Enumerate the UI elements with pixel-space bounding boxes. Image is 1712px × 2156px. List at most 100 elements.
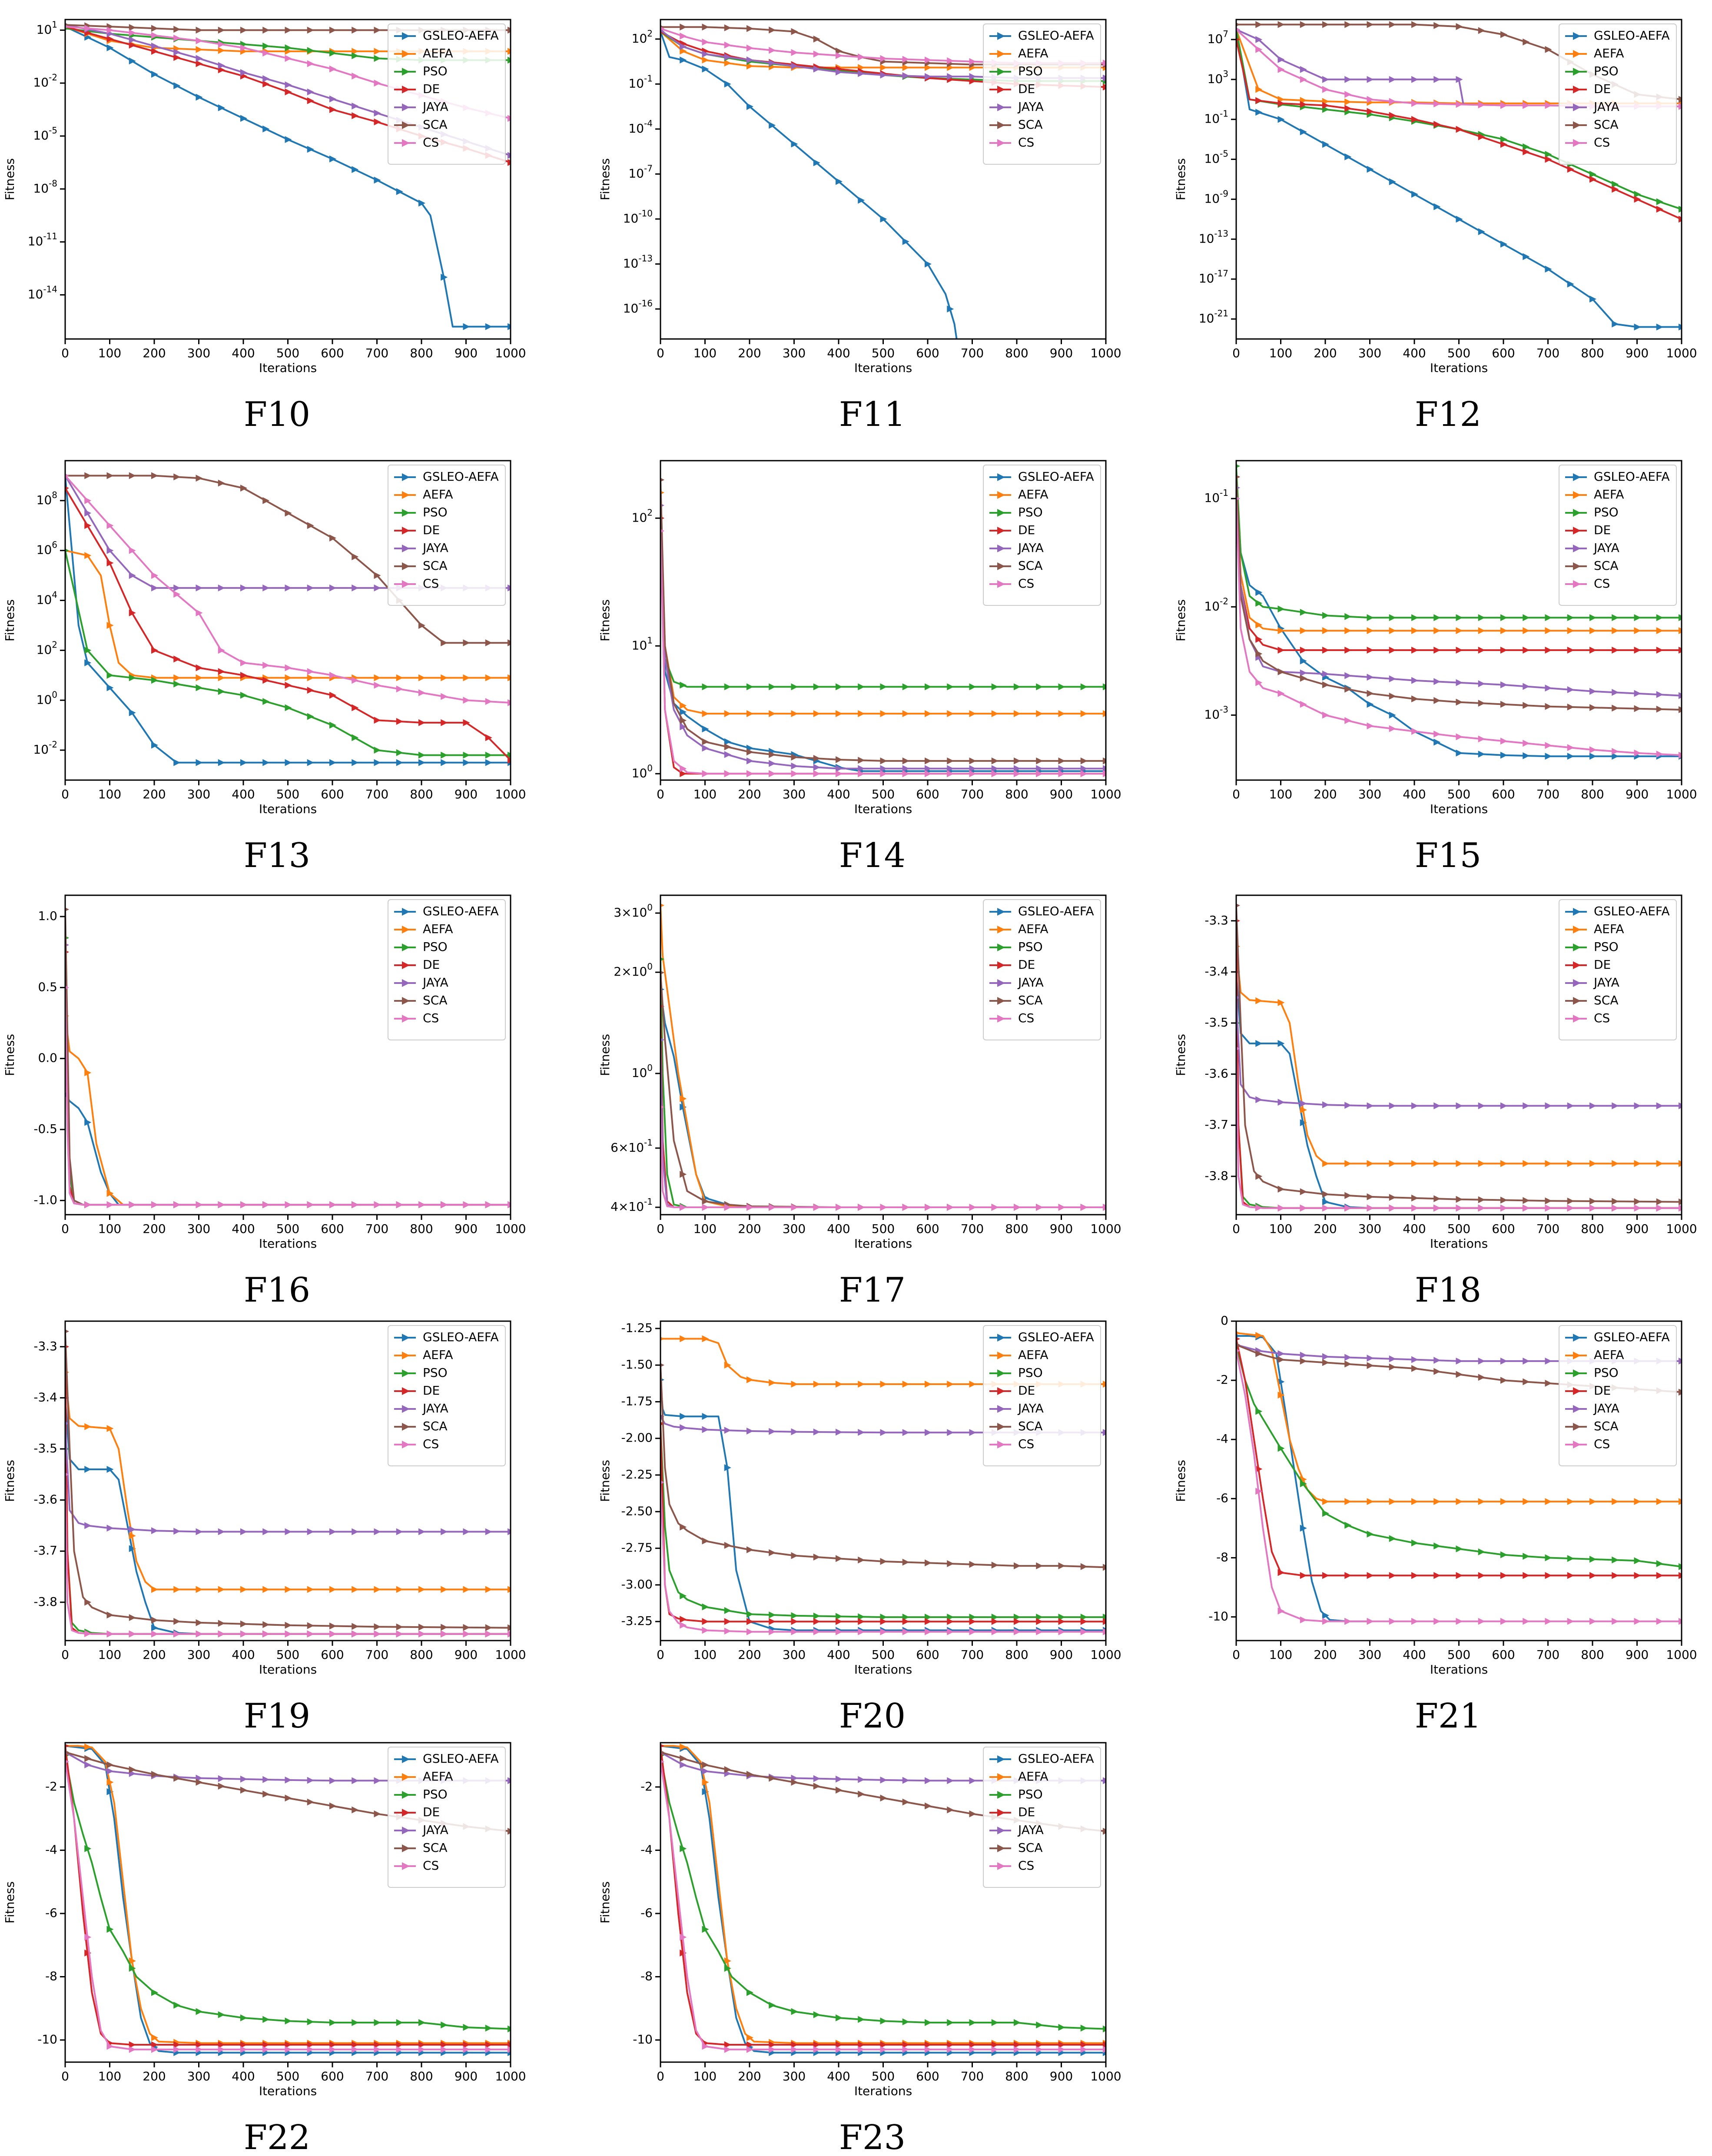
marker-cs [1014,2046,1021,2053]
marker-jaya [702,1767,709,1775]
y-tick-label-base: 10 [36,593,52,607]
marker-de [1236,1337,1240,1341]
marker-de [1367,108,1374,115]
marker-pso [813,683,820,691]
marker-jaya [329,584,336,591]
marker-jaya [1612,1102,1619,1110]
y-tick-label-exp: -9 [1220,188,1228,199]
marker-cs [374,1630,381,1638]
marker-sca [1300,674,1307,682]
legend-label-jaya: JAYA [422,975,448,990]
marker-cs [1103,770,1106,777]
marker-pso [747,1611,753,1618]
marker-aefa [1277,1392,1285,1399]
marker-de [680,1949,687,1957]
marker-sca [1545,1379,1552,1387]
marker-gsleo-aefa [129,709,136,716]
marker-de [129,609,136,617]
marker-cs [1036,1628,1043,1635]
marker-gsleo-aefa [285,136,292,143]
y-tick-label: 10-10 [623,208,653,226]
x-tick-label: 0 [1232,787,1240,801]
marker-cs [769,770,776,777]
marker-aefa [129,1532,136,1539]
y-tick-label-base: 10 [36,642,52,657]
legend-label-cs: CS [423,1011,439,1025]
marker-aefa [106,1190,114,1197]
x-tick-label: 500 [276,2069,299,2083]
marker-sca [307,522,314,529]
legend-label-de: DE [423,1383,440,1398]
marker-de [307,2041,314,2048]
marker-pso [1255,600,1263,607]
marker-jaya [1411,1102,1418,1110]
marker-jaya [813,1775,820,1782]
marker-pso [1612,180,1619,188]
x-tick-label: 300 [187,1648,210,1662]
marker-cs [1236,1349,1240,1353]
legend-label-de: DE [423,82,440,96]
panel-caption: F14 [839,836,906,875]
x-tick-label: 0 [61,2069,69,2083]
marker-cs [508,1630,511,1638]
x-axis-title: Iterations [259,802,317,816]
y-tick-label: -3.6 [33,1492,57,1507]
y-tick-label: 103 [1208,68,1228,86]
legend-marker-jaya [1573,979,1581,987]
marker-cs [1433,731,1441,738]
y-tick-label-base: 10 [28,234,43,249]
marker-cs [262,1201,270,1209]
legend-marker-gsleo-aefa [997,473,1005,481]
marker-jaya [947,1429,954,1436]
x-tick-label: 500 [872,787,895,801]
marker-jaya [84,509,92,517]
x-axis-title: Iterations [259,1662,317,1677]
series-group-f14 [660,478,1106,777]
marker-cs [307,60,314,67]
marker-sca [1478,27,1485,34]
marker-cs [463,697,470,704]
legend-marker-sca [1573,1423,1581,1431]
marker-de [352,2041,359,2048]
legend-marker-jaya [997,545,1005,552]
marker-aefa [1277,627,1285,635]
marker-sca [329,1802,336,1810]
legend-marker-de [1573,527,1581,535]
y-tick-label: 106 [36,539,57,557]
marker-sca [902,757,909,764]
x-tick-label: 600 [321,787,344,801]
marker-sca [1656,705,1663,713]
y-tick-label: -3.5 [1204,1015,1228,1030]
y-tick-label: -3.25 [621,1614,653,1628]
marker-sca [1367,21,1374,28]
x-tick-label: 200 [738,787,761,801]
marker-jaya [769,760,776,767]
x-tick-label: 400 [827,1648,850,1662]
marker-de [902,1618,909,1625]
marker-de [418,719,425,726]
y-tick-label: 10-11 [28,231,57,249]
legend-marker-de [997,961,1005,969]
marker-jaya [680,43,687,50]
marker-sca [1567,703,1574,711]
legend-box [1559,899,1677,1040]
marker-de [969,2041,976,2048]
marker-aefa [1411,1498,1418,1505]
y-tick-label: -3.7 [33,1543,57,1558]
marker-jaya [129,36,136,43]
x-tick-label: 200 [1314,1222,1337,1236]
marker-pso [1500,614,1507,621]
marker-sca [724,24,731,31]
series-line-pso [1236,1023,1682,1209]
x-tick-label: 100 [1269,1222,1292,1236]
legend-label-pso: PSO [1018,940,1043,954]
marker-de [680,770,687,777]
legend-marker-sca [997,562,1005,570]
x-tick-label: 100 [1269,1648,1292,1662]
marker-de [1500,141,1507,148]
marker-jaya [262,584,270,591]
marker-cs [925,1628,932,1635]
marker-jaya [902,1777,909,1784]
marker-gsleo-aefa [1589,296,1596,303]
